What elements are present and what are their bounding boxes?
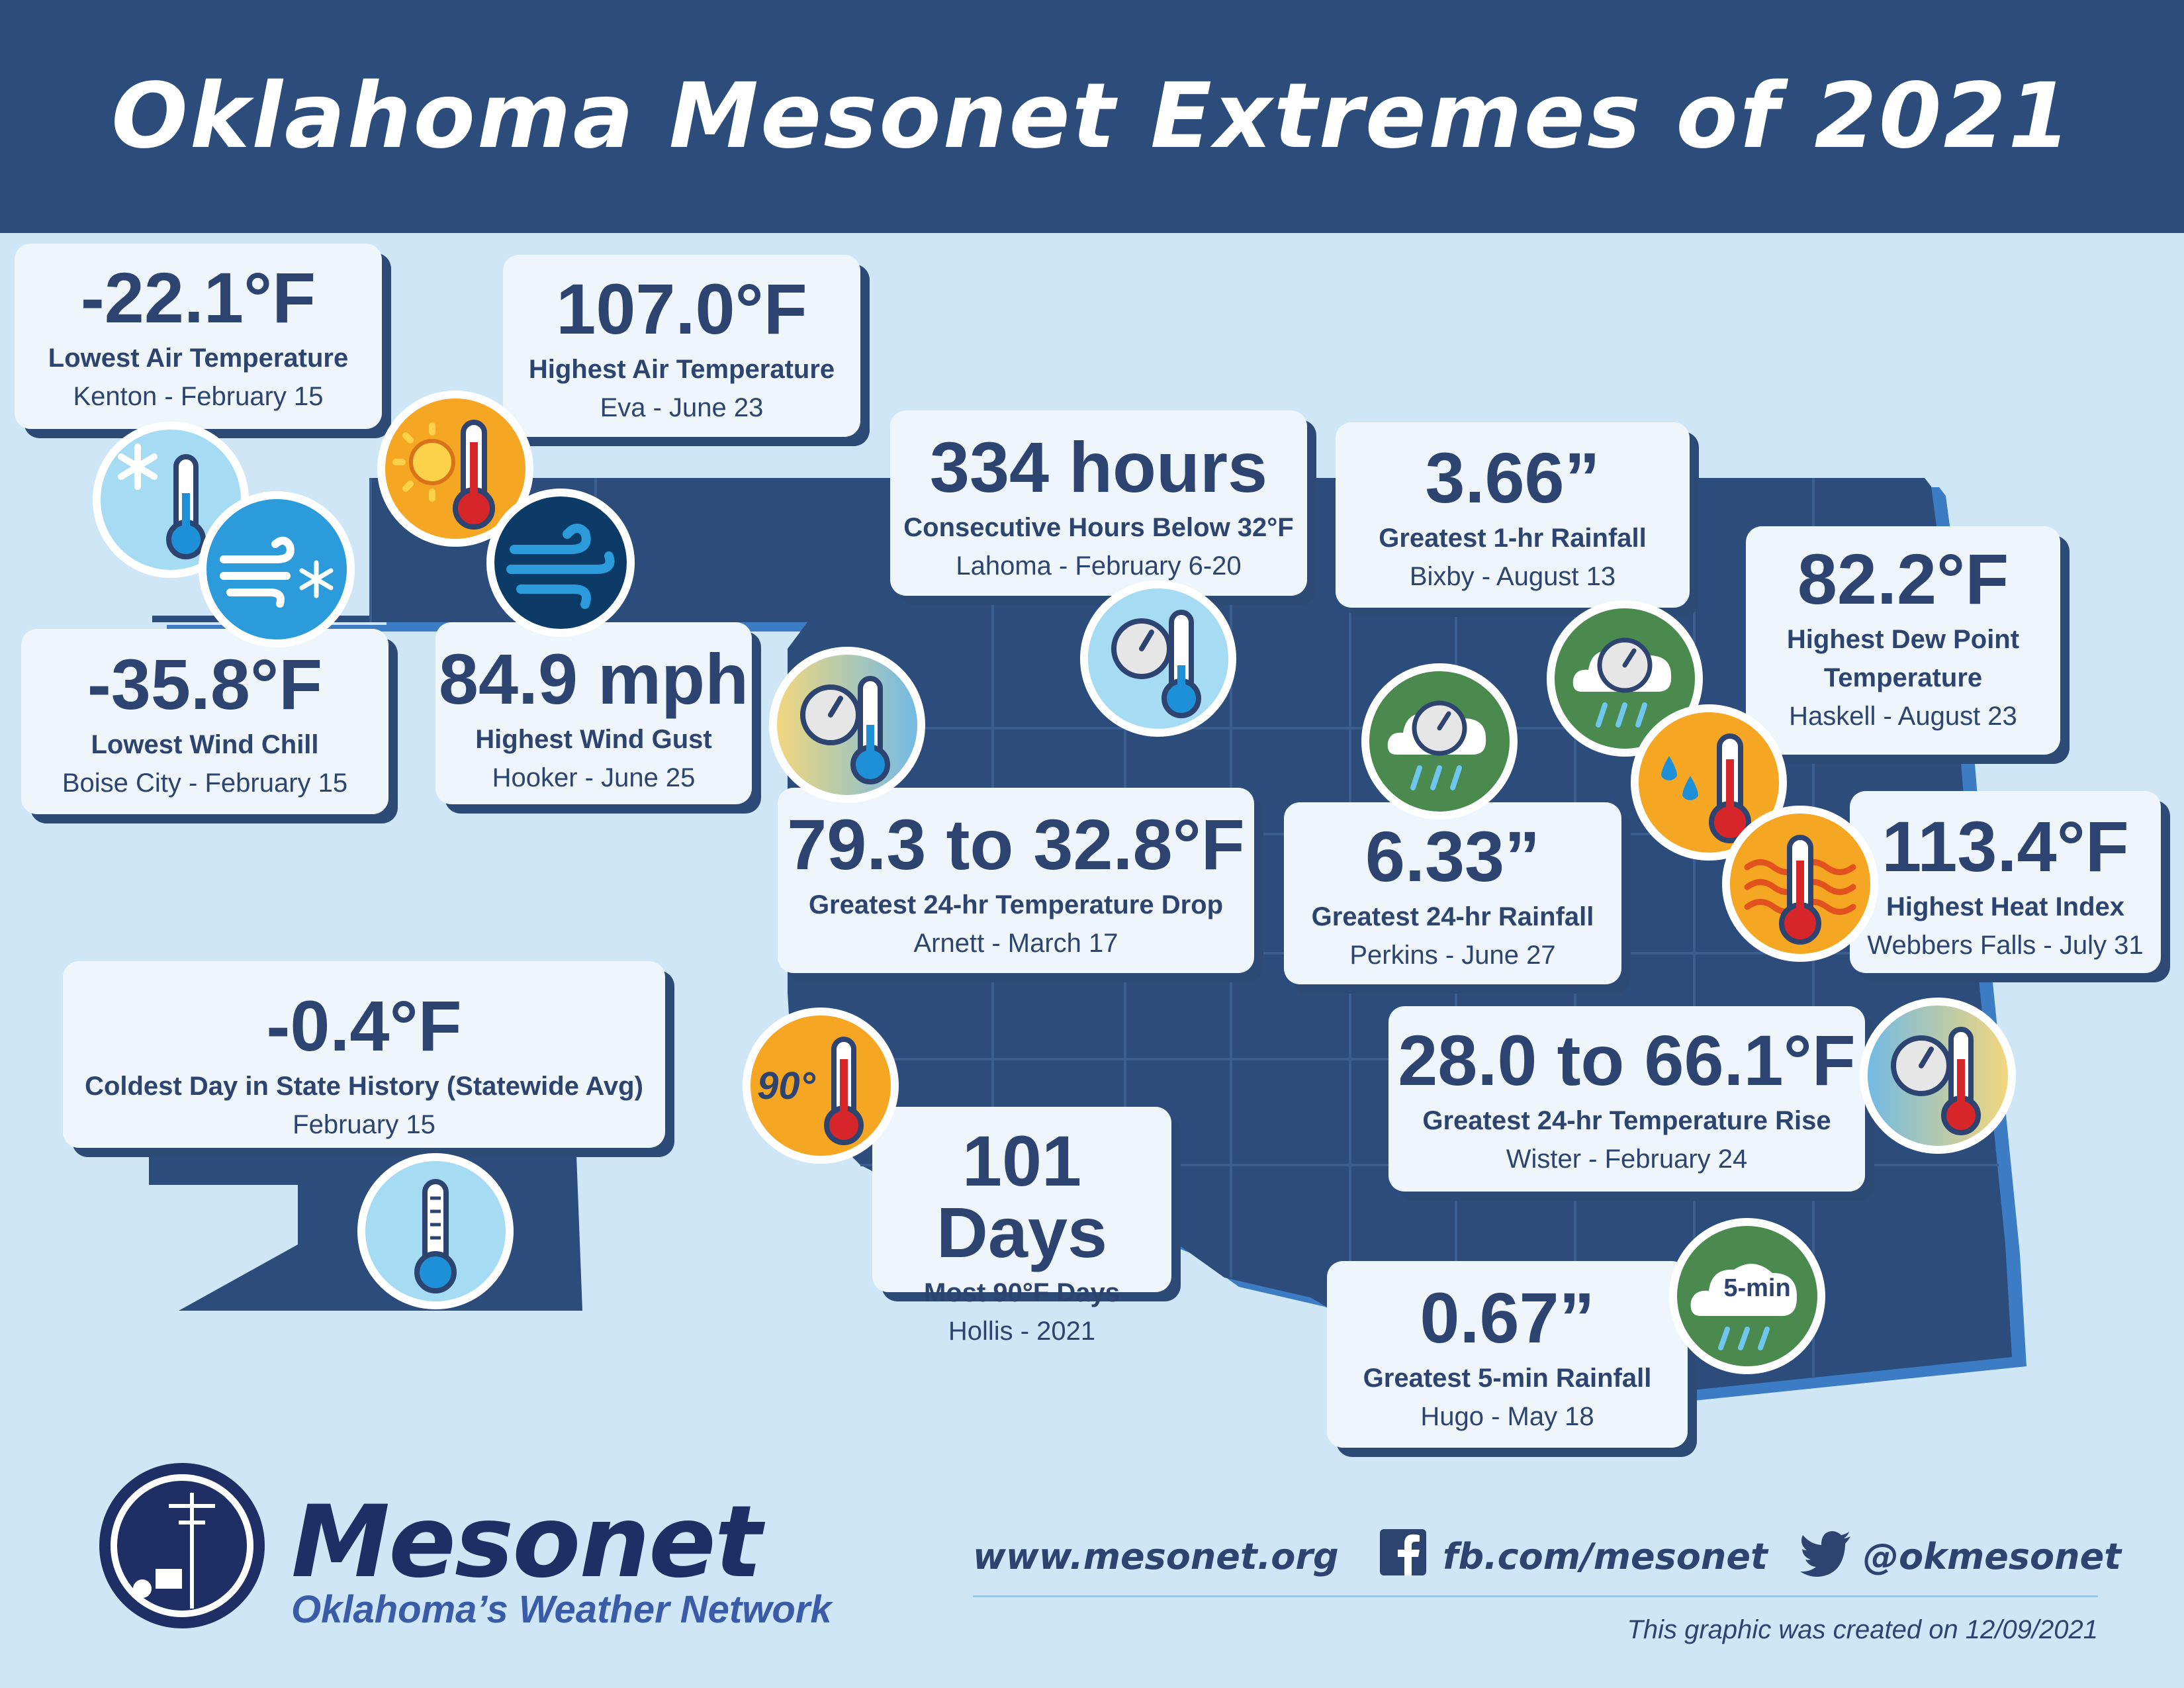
mesonet-logo-word: Mesonet: [291, 1485, 762, 1600]
card-value: 79.3 to 32.8°F: [787, 804, 1245, 884]
card-value: 82.2°F: [1797, 539, 2009, 619]
card-label: Highest Air Temperature: [528, 355, 835, 384]
card-highest-heat-index: 113.4°F Highest Heat Index Webbers Falls…: [1850, 791, 2161, 973]
card-label: Consecutive Hours Below 32°F: [903, 513, 1294, 542]
card-greatest-5min-rainfall: 0.67” Greatest 5-min Rainfall Hugo - May…: [1327, 1261, 1688, 1448]
card-sub: Hollis - 2021: [948, 1317, 1096, 1346]
card-value: -35.8°F: [87, 644, 323, 724]
created-date-text: This graphic was created on 12/09/2021: [1627, 1615, 2098, 1644]
card-value: 0.67”: [1420, 1278, 1595, 1358]
card-temperature-rise: 28.0 to 66.1°F Greatest 24-hr Temperatur…: [1388, 1006, 1865, 1192]
card-highest-air-temperature: 107.0°F Highest Air Temperature Eva - Ju…: [503, 255, 860, 437]
card-sub: Perkins - June 27: [1349, 941, 1556, 970]
card-lowest-air-temperature: -22.1°F Lowest Air Temperature Kenton - …: [15, 244, 382, 429]
card-highest-dew-point: 82.2°F Highest Dew Point Temperature Has…: [1746, 526, 2060, 755]
card-value: 28.0 to 66.1°F: [1398, 1020, 1856, 1100]
card-value: 84.9 mph: [438, 639, 749, 719]
card-value: -0.4°F: [266, 986, 462, 1066]
card-sub: Lahoma - February 6-20: [956, 551, 1242, 581]
rain-5min-icon: 5-min: [1669, 1218, 1825, 1374]
card-temperature-drop: 79.3 to 32.8°F Greatest 24-hr Temperatur…: [778, 788, 1254, 973]
page-title: Oklahoma Mesonet Extremes of 2021: [111, 64, 2073, 169]
card-label-line1: Highest Dew Point: [1786, 625, 2020, 654]
card-sub: Webbers Falls - July 31: [1867, 931, 2144, 960]
card-label-line2: Temperature: [1823, 663, 1983, 692]
card-sub: Haskell - August 23: [1789, 702, 2017, 731]
card-coldest-day: -0.4°F Coldest Day in State History (Sta…: [63, 961, 665, 1148]
sun-thermometer-icon: [377, 391, 533, 547]
header-bar: [0, 0, 2184, 233]
card-value: 107.0°F: [556, 269, 807, 349]
wind-icon: [486, 489, 635, 637]
card-label: Highest Heat Index: [1886, 892, 2125, 921]
rain-gauge-icon: [1361, 663, 1518, 820]
card-value: 6.33”: [1365, 816, 1541, 896]
card-most-90-days: 101 Days Most 90°F Days Hollis - 2021: [872, 1107, 1171, 1346]
card-sub: Boise City - February 15: [62, 769, 348, 798]
card-label: Greatest 5-min Rainfall: [1363, 1364, 1652, 1393]
gauge-thermometer-icon: [769, 647, 925, 803]
wind-snowflake-icon: [199, 491, 355, 647]
card-sub: Bixby - August 13: [1409, 562, 1616, 591]
card-value: 3.66”: [1425, 438, 1600, 518]
card-label: Coldest Day in State History (Statewide …: [85, 1072, 643, 1101]
mesonet-tagline: Oklahoma’s Weather Network: [291, 1588, 832, 1631]
90-degree-thermometer-icon: 90°: [743, 1008, 899, 1164]
mesonet-logo-icon: [99, 1463, 265, 1628]
card-sub: Kenton - February 15: [73, 382, 324, 411]
gauge-thermometer-cold-icon: [1080, 581, 1236, 737]
card-label: Lowest Wind Chill: [91, 730, 319, 759]
card-label: Greatest 1-hr Rainfall: [1379, 524, 1647, 553]
card-sub: Hooker - June 25: [492, 763, 696, 792]
gauge-thermometer-hot-icon: [1860, 998, 2016, 1154]
card-label: Greatest 24-hr Temperature Drop: [808, 890, 1224, 919]
card-value: 334 hours: [929, 427, 1268, 507]
card-label: Lowest Air Temperature: [48, 344, 349, 373]
card-sub: Eva - June 23: [600, 393, 764, 422]
card-value: 101 Days: [936, 1121, 1108, 1272]
card-label: Highest Wind Gust: [475, 725, 712, 754]
card-sub: Arnett - March 17: [913, 929, 1118, 958]
card-sub: Hugo - May 18: [1420, 1402, 1594, 1431]
badge-5min-text: 5-min: [1723, 1274, 1790, 1302]
facebook-link[interactable]: fb.com/mesonet: [1443, 1536, 1768, 1577]
thermometer-icon: [357, 1153, 514, 1309]
card-greatest-24hr-rainfall: 6.33” Greatest 24-hr Rainfall Perkins - …: [1284, 802, 1621, 984]
rain-gauge-1hr-icon: [1547, 600, 1703, 757]
card-label: Greatest 24-hr Rainfall: [1311, 902, 1594, 931]
card-hours-below-32: 334 hours Consecutive Hours Below 32°F L…: [890, 410, 1307, 596]
card-value: -22.1°F: [80, 258, 316, 338]
badge-90-text: 90°: [757, 1064, 816, 1107]
card-value: 113.4°F: [1882, 806, 2129, 886]
droplet-thermometer-icon: [1631, 704, 1787, 861]
website-link[interactable]: www.mesonet.org: [973, 1536, 1339, 1577]
card-greatest-1hr-rainfall: 3.66” Greatest 1-hr Rainfall Bixby - Aug…: [1336, 422, 1690, 608]
card-highest-wind-gust: 84.9 mph Highest Wind Gust Hooker - June…: [435, 622, 752, 804]
card-label: Most 90°F Days: [923, 1278, 1120, 1307]
footer-divider: [973, 1595, 2098, 1597]
card-sub: Wister - February 24: [1506, 1145, 1748, 1174]
card-label: Greatest 24-hr Temperature Rise: [1422, 1106, 1831, 1135]
heat-thermometer-icon: [1722, 806, 1878, 962]
twitter-link[interactable]: @okmesonet: [1863, 1536, 2122, 1577]
twitter-icon: [1800, 1531, 1850, 1577]
card-lowest-wind-chill: -35.8°F Lowest Wind Chill Boise City - F…: [21, 629, 388, 814]
facebook-icon: [1380, 1529, 1426, 1575]
card-sub: February 15: [293, 1110, 435, 1139]
